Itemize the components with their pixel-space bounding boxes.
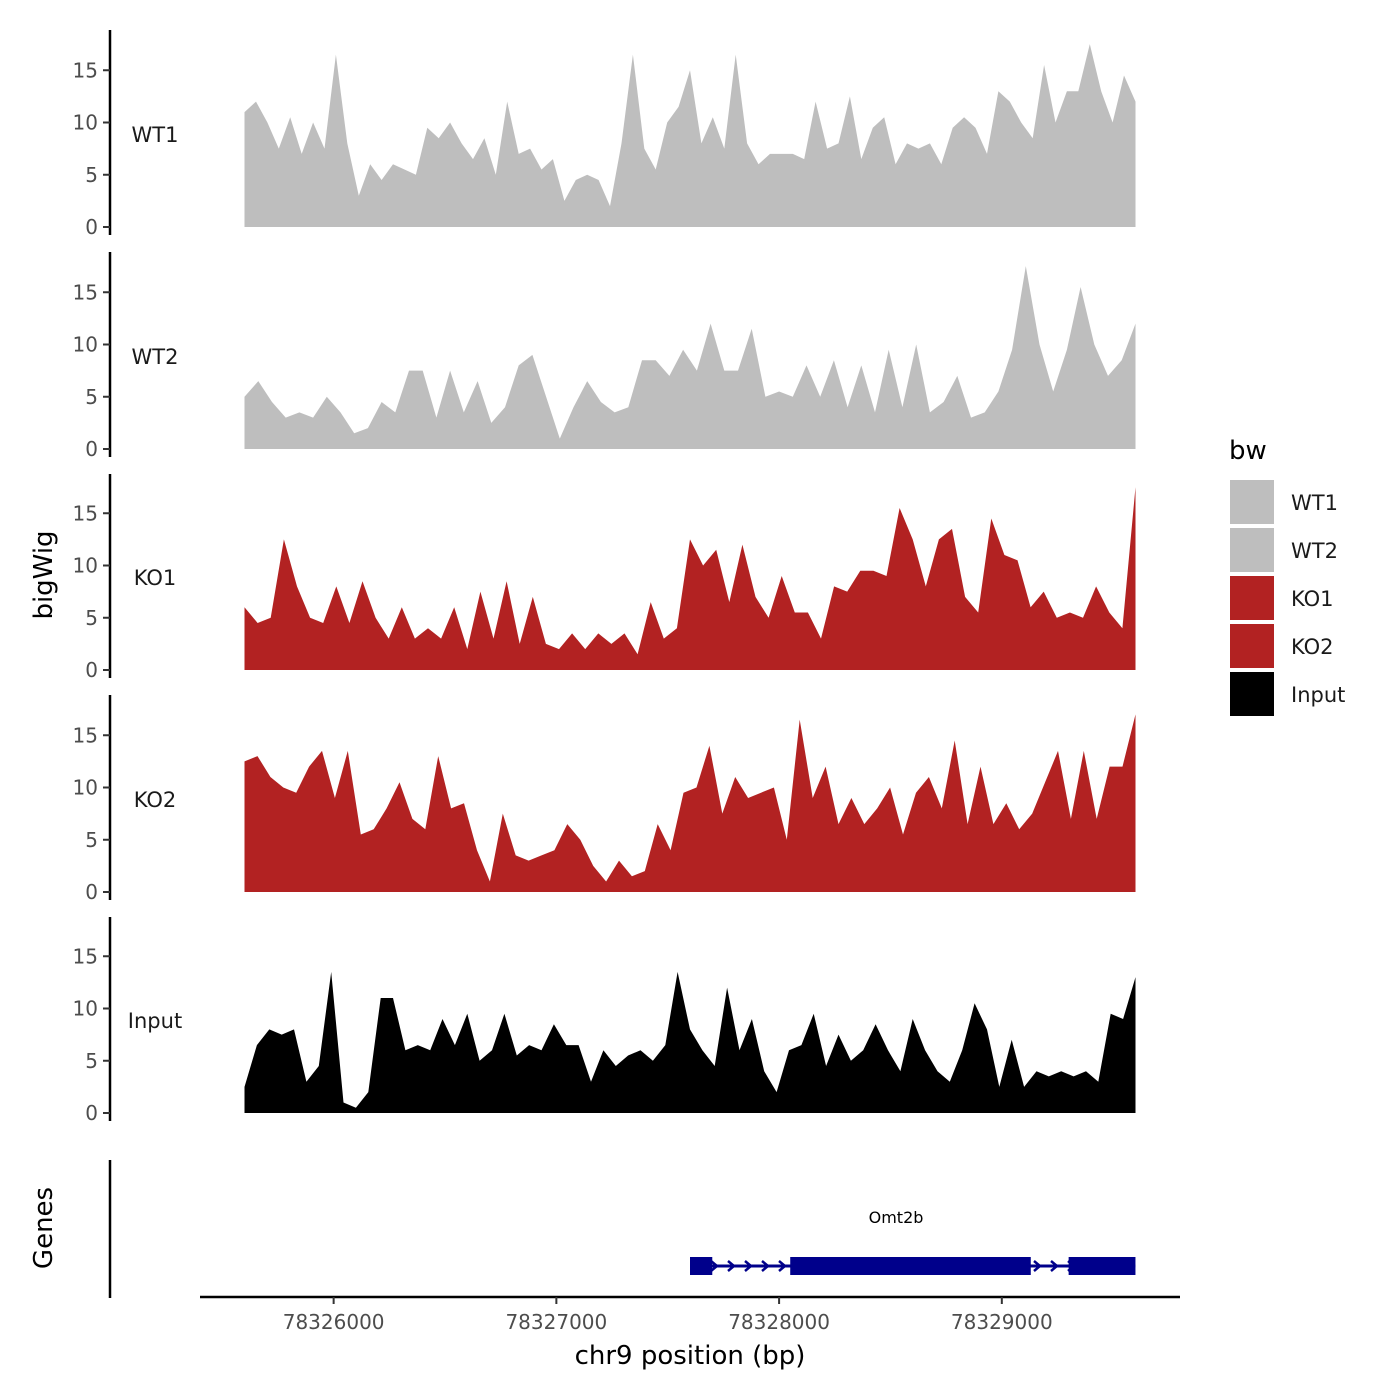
legend-key-wt2	[1230, 528, 1274, 572]
legend-label-wt1: WT1	[1291, 491, 1338, 515]
y-tick-label: 0	[85, 880, 98, 904]
y-tick-label: 15	[73, 58, 98, 82]
signal-tracks: 0 5 10 15 WT1 0 5 10 15 WT2 0 5 10 15 KO1 0 5 10 15 KO2 0 5 10…	[73, 30, 1136, 1125]
y-tick-label: 10	[73, 333, 98, 357]
y-tick-label: 15	[73, 501, 98, 525]
legend-label-wt2: WT2	[1291, 539, 1338, 563]
track-label: WT2	[132, 345, 179, 369]
gene-name-label: Omt2b	[869, 1208, 924, 1227]
signal-area-wt2	[244, 266, 1136, 449]
legend-label-ko2: KO2	[1291, 635, 1334, 659]
y-tick-label: 10	[73, 554, 98, 578]
strand-arrow	[727, 1260, 736, 1272]
track-input: 0 5 10 15 Input	[73, 917, 1136, 1125]
legend-key-ko2	[1230, 624, 1274, 668]
track-ko1: 0 5 10 15 KO1	[73, 474, 1136, 682]
strand-arrow	[744, 1260, 753, 1272]
y-axis-title: bigWig	[29, 530, 59, 619]
legend-label-ko1: KO1	[1291, 587, 1334, 611]
signal-area-wt1	[244, 44, 1136, 227]
y-tick-label: 10	[73, 997, 98, 1021]
x-axis: 78326000 78327000 78328000 78329000	[200, 1295, 1180, 1334]
y-tick-label: 5	[85, 385, 98, 409]
track-label: KO1	[134, 566, 177, 590]
x-tick-label: 78326000	[283, 1310, 385, 1334]
y-tick-label: 5	[85, 163, 98, 187]
track-wt1: 0 5 10 15 WT1	[73, 30, 1136, 239]
legend-key-wt1	[1230, 480, 1274, 524]
y-tick-label: 15	[73, 280, 98, 304]
y-tick-label: 0	[85, 1101, 98, 1125]
y-tick-label: 5	[85, 1049, 98, 1073]
signal-area-ko1	[244, 487, 1136, 670]
y-tick-label: 5	[85, 828, 98, 852]
legend-title: bw	[1229, 436, 1267, 466]
y-tick-label: 0	[85, 658, 98, 682]
gene-exon	[1068, 1257, 1136, 1275]
legend-key-ko1	[1230, 576, 1274, 620]
y-tick-label: 15	[73, 944, 98, 968]
track-wt2: 0 5 10 15 WT2	[73, 252, 1136, 461]
y-tick-label: 5	[85, 606, 98, 630]
track-label: KO2	[134, 788, 177, 812]
strand-arrow	[761, 1260, 770, 1272]
y-tick-label: 15	[73, 723, 98, 747]
legend-label-input: Input	[1291, 683, 1345, 707]
y-tick-label: 0	[85, 437, 98, 461]
y-tick-label: 0	[85, 215, 98, 239]
strand-arrow	[1033, 1260, 1042, 1272]
x-axis-title: chr9 position (bp)	[575, 1341, 806, 1371]
x-tick-label: 78328000	[728, 1310, 830, 1334]
gene-exon	[690, 1257, 713, 1275]
track-label: WT1	[132, 123, 179, 147]
x-tick-label: 78327000	[505, 1310, 607, 1334]
legend-key-input	[1230, 672, 1274, 716]
signal-area-ko2	[244, 714, 1136, 892]
x-tick-label: 78329000	[951, 1310, 1053, 1334]
signal-area-input	[244, 971, 1136, 1113]
strand-arrow	[778, 1260, 787, 1272]
strand-arrow	[710, 1260, 719, 1272]
gene-track: Omt2b	[108, 1160, 1136, 1298]
gene-exon	[790, 1257, 1031, 1275]
y-tick-label: 10	[73, 111, 98, 135]
strand-arrow	[1050, 1260, 1059, 1272]
legend: bw WT1 WT2 KO1 KO2 Input	[1229, 436, 1345, 716]
track-ko2: 0 5 10 15 KO2	[73, 695, 1136, 904]
gene-track-title: Genes	[29, 1187, 59, 1269]
y-tick-label: 10	[73, 776, 98, 800]
track-label: Input	[128, 1009, 182, 1033]
